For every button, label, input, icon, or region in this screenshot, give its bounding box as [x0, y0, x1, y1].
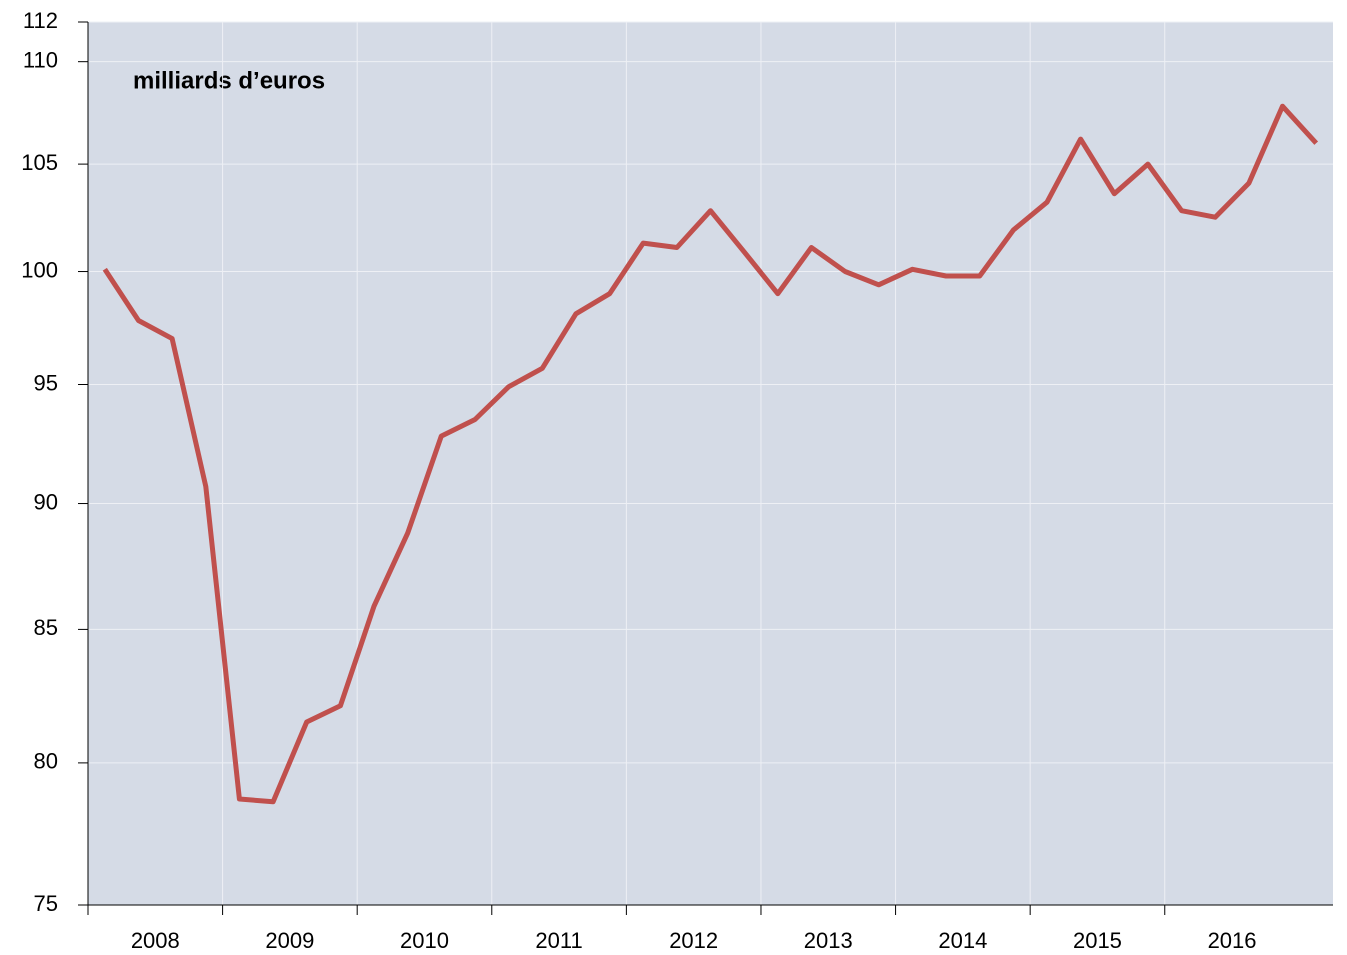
x-tick-label: 2009 — [265, 928, 314, 953]
x-tick-label: 2015 — [1073, 928, 1122, 953]
x-tick-label: 2012 — [669, 928, 718, 953]
x-tick-label: 2008 — [131, 928, 180, 953]
x-tick-label: 2014 — [938, 928, 987, 953]
y-tick-label: 90 — [34, 489, 58, 514]
x-tick-label: 2013 — [804, 928, 853, 953]
annotation: milliards d’euros — [133, 67, 325, 94]
y-tick-label: 75 — [34, 891, 58, 916]
y-tick-label: 112 — [23, 8, 58, 33]
x-tick-label: 2010 — [400, 928, 449, 953]
line-series — [102, 103, 1319, 805]
y-tick-label: 80 — [34, 749, 58, 774]
x-tick-label: 2011 — [535, 928, 582, 953]
y-tick-label: 95 — [34, 370, 58, 395]
y-tick-label: 110 — [23, 47, 58, 72]
plot-area — [88, 22, 1333, 905]
y-tick-label: 100 — [21, 257, 58, 282]
y-tick-label: 105 — [21, 150, 58, 175]
y-tick-label: 85 — [34, 615, 58, 640]
x-tick-label: 2016 — [1208, 928, 1257, 953]
